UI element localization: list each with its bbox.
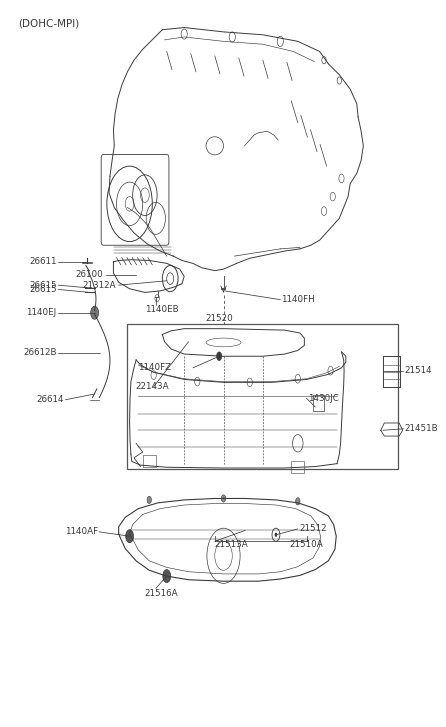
Circle shape xyxy=(91,306,99,319)
Text: 1140AF: 1140AF xyxy=(65,527,98,537)
Circle shape xyxy=(296,498,300,505)
Circle shape xyxy=(221,495,226,502)
Text: 26100: 26100 xyxy=(76,270,103,279)
Circle shape xyxy=(216,352,222,361)
Bar xyxy=(143,455,156,467)
Text: (DOHC-MPI): (DOHC-MPI) xyxy=(18,19,79,29)
Text: 21451B: 21451B xyxy=(405,425,438,433)
Text: 1140FZ: 1140FZ xyxy=(138,364,171,372)
Text: 26615: 26615 xyxy=(29,285,57,294)
Text: 21514: 21514 xyxy=(404,366,432,375)
Circle shape xyxy=(275,533,277,537)
Text: 1140EJ: 1140EJ xyxy=(26,308,57,317)
Text: 1140FH: 1140FH xyxy=(281,295,315,304)
Circle shape xyxy=(126,530,133,543)
Text: 21512: 21512 xyxy=(299,524,327,534)
Text: 1140EB: 1140EB xyxy=(145,305,178,314)
Text: 21520: 21520 xyxy=(205,314,233,323)
Text: 21510A: 21510A xyxy=(289,540,323,550)
Text: 26612B: 26612B xyxy=(23,348,57,357)
Bar xyxy=(313,395,324,411)
Text: 21312A: 21312A xyxy=(83,281,116,289)
Text: 1430JC: 1430JC xyxy=(308,394,339,403)
Text: 26611: 26611 xyxy=(29,257,57,266)
Circle shape xyxy=(147,497,152,504)
Bar xyxy=(383,356,401,387)
Circle shape xyxy=(163,569,171,582)
Text: 26614: 26614 xyxy=(36,395,64,404)
Bar xyxy=(128,324,398,469)
Text: 21516A: 21516A xyxy=(145,589,178,598)
Bar xyxy=(291,462,304,473)
Text: 22143A: 22143A xyxy=(135,382,169,391)
Text: 26615: 26615 xyxy=(29,281,57,289)
Text: 21513A: 21513A xyxy=(215,540,248,550)
